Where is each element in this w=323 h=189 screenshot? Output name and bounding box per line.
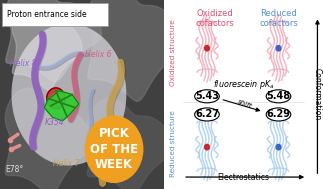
Ellipse shape	[12, 24, 126, 165]
Polygon shape	[51, 93, 60, 103]
Text: Electrostatics: Electrostatics	[218, 174, 269, 183]
Text: K354: K354	[45, 118, 65, 127]
Text: E78°: E78°	[5, 165, 23, 174]
Polygon shape	[88, 0, 183, 101]
Polygon shape	[6, 0, 101, 81]
Text: Helix 6: Helix 6	[85, 50, 112, 59]
Polygon shape	[44, 91, 79, 121]
Polygon shape	[5, 88, 92, 189]
Text: 5.43: 5.43	[195, 91, 219, 101]
Text: Reduced
cofactors: Reduced cofactors	[259, 9, 298, 28]
Text: 5.48: 5.48	[266, 91, 291, 101]
Circle shape	[276, 144, 281, 150]
Text: 6.27: 6.27	[195, 109, 219, 119]
Circle shape	[85, 116, 143, 182]
Text: Helix 8: Helix 8	[10, 59, 36, 68]
Text: Oxidized
cofactors: Oxidized cofactors	[195, 9, 234, 28]
Text: Helix 7: Helix 7	[53, 159, 79, 168]
Text: Oxidized structure: Oxidized structure	[170, 19, 176, 86]
Text: PICK
OF THE
WEEK: PICK OF THE WEEK	[90, 127, 138, 171]
Circle shape	[204, 144, 209, 150]
Text: shift: shift	[236, 99, 253, 110]
Ellipse shape	[266, 108, 291, 121]
Circle shape	[204, 46, 209, 51]
Text: fluorescein p$K_a$: fluorescein p$K_a$	[213, 78, 275, 91]
Circle shape	[276, 46, 281, 51]
Polygon shape	[87, 98, 174, 189]
Text: Proton entrance side: Proton entrance side	[6, 10, 86, 19]
Text: Conformation: Conformation	[312, 68, 321, 121]
Polygon shape	[12, 4, 82, 90]
Text: 6.29: 6.29	[266, 109, 290, 119]
Ellipse shape	[195, 108, 219, 121]
Ellipse shape	[195, 90, 219, 103]
FancyBboxPatch shape	[2, 3, 108, 26]
Text: Reduced structure: Reduced structure	[170, 110, 176, 177]
Polygon shape	[47, 88, 65, 109]
Ellipse shape	[266, 90, 291, 103]
